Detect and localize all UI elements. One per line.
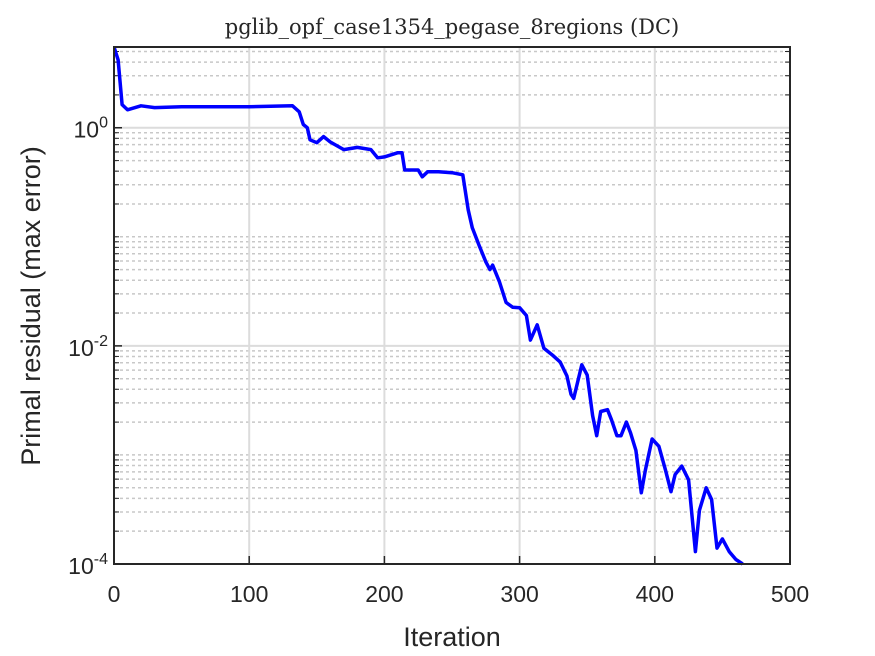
chart-title: pglib_opf_case1354_pegase_8regions (DC) <box>225 15 679 39</box>
x-tick-label: 400 <box>636 581 674 607</box>
y-tick-label: 10-4 <box>68 551 108 579</box>
x-tick-label: 200 <box>365 581 403 607</box>
x-tick-label: 100 <box>230 581 268 607</box>
y-tick-label: 10-2 <box>68 333 108 361</box>
x-axis-label: Iteration <box>403 622 501 652</box>
y-axis-label: Primal residual (max error) <box>16 146 46 466</box>
x-tick-label: 500 <box>771 581 809 607</box>
series-line <box>114 46 744 566</box>
y-tick-label: 100 <box>74 115 109 143</box>
x-tick-label: 0 <box>108 581 121 607</box>
plot-frame <box>113 46 791 565</box>
x-tick-label: 300 <box>500 581 538 607</box>
